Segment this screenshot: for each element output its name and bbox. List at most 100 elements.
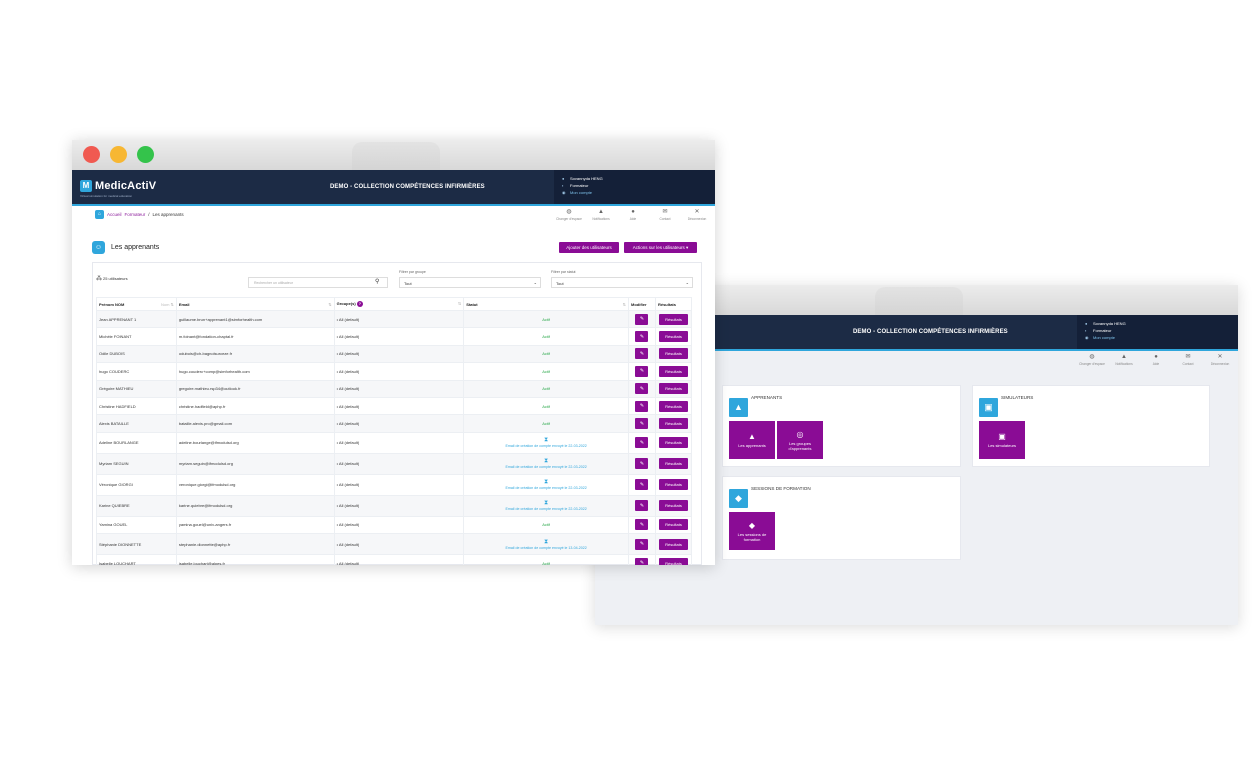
results-button[interactable]: Résultats	[658, 331, 688, 343]
toolbar-logout[interactable]: ✕ Déconnexion	[1210, 354, 1230, 366]
toolbar-notifications[interactable]: ▲ Notifications	[1115, 354, 1133, 366]
edit-button[interactable]: ✎	[635, 557, 649, 565]
edit-button[interactable]: ✎	[635, 400, 649, 412]
results-button[interactable]: Résultats	[658, 400, 688, 412]
breadcrumb: ⌂ Accueil Formateur / Les apprenants	[95, 210, 184, 219]
search-input[interactable]: Rechercher un utilisateur	[248, 277, 388, 288]
minimize-window-button[interactable]	[110, 146, 127, 163]
cell-status: ⧗ Email de création de compte envoyé le 2…	[463, 473, 629, 496]
status-active: Actif	[542, 334, 551, 340]
results-button[interactable]: Résultats	[658, 418, 688, 430]
results-button[interactable]: Résultats	[658, 365, 688, 377]
cell-group: All (default)	[333, 494, 465, 517]
results-button[interactable]: Résultats	[658, 383, 688, 395]
col-groups[interactable]: Groupe(s) ? ⇅	[333, 297, 465, 311]
col-edit: Modifier	[628, 297, 656, 311]
close-window-button[interactable]	[83, 146, 100, 163]
results-button[interactable]: Résultats	[658, 500, 688, 512]
col-status[interactable]: Statut ⇅	[463, 297, 629, 311]
help-icon[interactable]: ?	[356, 301, 363, 307]
toolbar-help[interactable]: ● Aide	[629, 209, 637, 221]
col-email[interactable]: Email ⇅	[175, 297, 335, 311]
panel-simulateurs: ▣ SIMULATEURS ▣ Les simulateurs	[972, 385, 1210, 467]
cell-group: All (default)	[333, 379, 465, 398]
edit-button[interactable]: ✎	[635, 313, 649, 325]
toolbar-logout[interactable]: ✕ Déconnexion	[687, 209, 707, 221]
table-row: Stéphanie DIONNETTE stephanie.dionnette@a…	[96, 533, 693, 556]
cell-status: Actif	[463, 396, 629, 416]
people-icon: ◆	[729, 489, 748, 508]
toolbar-help[interactable]: ● Aide	[1152, 354, 1160, 366]
cell-results: Résultats	[654, 344, 693, 364]
toolbar-notifications[interactable]: ▲ Notifications	[592, 209, 610, 221]
results-button[interactable]: Résultats	[658, 348, 688, 360]
results-button[interactable]: Résultats	[658, 458, 688, 470]
sort-icon[interactable]: ⇅	[328, 301, 332, 307]
home-icon[interactable]: ⌂	[95, 210, 104, 219]
results-button[interactable]: Résultats	[658, 437, 688, 449]
add-users-button[interactable]: Ajouter des utilisateurs	[559, 242, 619, 253]
sort-icon[interactable]: ⇅	[622, 301, 626, 307]
user-name: ● Sovannyda HENG	[562, 176, 603, 181]
toolbar-change-space[interactable]: ◍ Changer d'espace	[556, 209, 582, 221]
account-link[interactable]: ◉ Mon compte	[1085, 335, 1116, 340]
results-button[interactable]: Résultats	[658, 538, 688, 550]
results-button[interactable]: Résultats	[658, 519, 688, 531]
edit-button[interactable]: ✎	[635, 365, 649, 377]
cell-email: isabelle.louchart@alpes.fr	[175, 554, 335, 565]
logo[interactable]: M MedicActiV	[80, 180, 156, 192]
cell-edit: ✎	[628, 473, 656, 496]
edit-button[interactable]: ✎	[635, 348, 649, 360]
results-button[interactable]: Résultats	[658, 557, 688, 565]
filter-status-select[interactable]: Tout ⌄	[551, 277, 693, 288]
toolbar-change-space[interactable]: ◍ Changer d'espace	[1079, 354, 1105, 366]
browser-tab[interactable]	[352, 142, 440, 170]
cell-name: Yamina GOUEL	[96, 515, 177, 535]
user-box: ● Sovannyda HENG ▪ Formateur ◉ Mon compte	[1077, 315, 1238, 349]
edit-button[interactable]: ✎	[635, 538, 649, 550]
browser-tab[interactable]	[875, 287, 963, 315]
cell-name: Jean APPRENANT 1	[96, 309, 177, 329]
panel-sessions-title: SESSIONS DE FORMATION	[751, 486, 811, 491]
tile-les-simulateurs[interactable]: ▣ Les simulateurs	[979, 421, 1025, 459]
edit-button[interactable]: ✎	[635, 383, 649, 395]
tile-les-apprenants[interactable]: ▲ Les apprenants	[729, 421, 775, 459]
results-button[interactable]: Résultats	[658, 479, 688, 491]
status-active: Actif	[542, 316, 551, 322]
toolbar-contact[interactable]: ✉ Contact	[1182, 354, 1194, 366]
edit-button[interactable]: ✎	[635, 331, 649, 343]
filter-group-select[interactable]: Tout ⌄	[399, 277, 541, 288]
table-row: Karine QUIEBRE karine.quiebre@ifmodulsd.o…	[96, 494, 693, 517]
col-name[interactable]: Prénom NOM Nom ⇅	[96, 297, 177, 311]
sort-icon[interactable]: Nom ⇅	[160, 301, 174, 307]
sort-icon[interactable]: ⇅	[457, 301, 462, 306]
cell-status: ⧗ Email de création de compte envoyé le 2…	[463, 431, 629, 454]
cell-status: Actif	[463, 515, 629, 535]
user-actions-button[interactable]: Actions sur les utilisateurs ▾	[624, 242, 697, 253]
results-button[interactable]: Résultats	[658, 313, 688, 325]
edit-button[interactable]: ✎	[635, 458, 649, 470]
account-link[interactable]: ◉ Mon compte	[562, 190, 593, 195]
breadcrumb-formateur[interactable]: Formateur	[124, 212, 146, 217]
cell-status: ⧗ Email de création de compte envoyé le 1…	[463, 533, 629, 556]
tile-groupes-apprenants[interactable]: ◎ Les groupes d'apprenants	[777, 421, 823, 459]
cell-edit: ✎	[628, 344, 656, 364]
edit-button[interactable]: ✎	[635, 500, 649, 512]
tile-sessions-formation[interactable]: ◆ Les sessions de formation	[729, 512, 775, 550]
cell-email: bataille.alexis.pro@gmail.com	[175, 414, 335, 433]
edit-button[interactable]: ✎	[635, 418, 649, 430]
toolbar-contact[interactable]: ✉ Contact	[659, 209, 671, 221]
cell-edit: ✎	[628, 494, 656, 517]
search-icon[interactable]: ⚲	[375, 279, 380, 285]
edit-button[interactable]: ✎	[635, 519, 649, 531]
pencil-icon: ✎	[639, 541, 645, 548]
edit-button[interactable]: ✎	[635, 437, 649, 449]
table-header-row: Prénom NOM Nom ⇅ Email ⇅ Groupe(s) ? ⇅ Stat…	[96, 297, 693, 311]
breadcrumb-home[interactable]: Accueil	[107, 212, 122, 217]
edit-button[interactable]: ✎	[635, 479, 649, 491]
maximize-window-button[interactable]	[137, 146, 154, 163]
cell-name: Stéphanie DIONNETTE	[96, 533, 177, 556]
cell-results: Résultats	[654, 452, 693, 475]
cell-group: All (default)	[333, 554, 465, 565]
filter-status-label: Filtrer par statut	[551, 270, 576, 274]
